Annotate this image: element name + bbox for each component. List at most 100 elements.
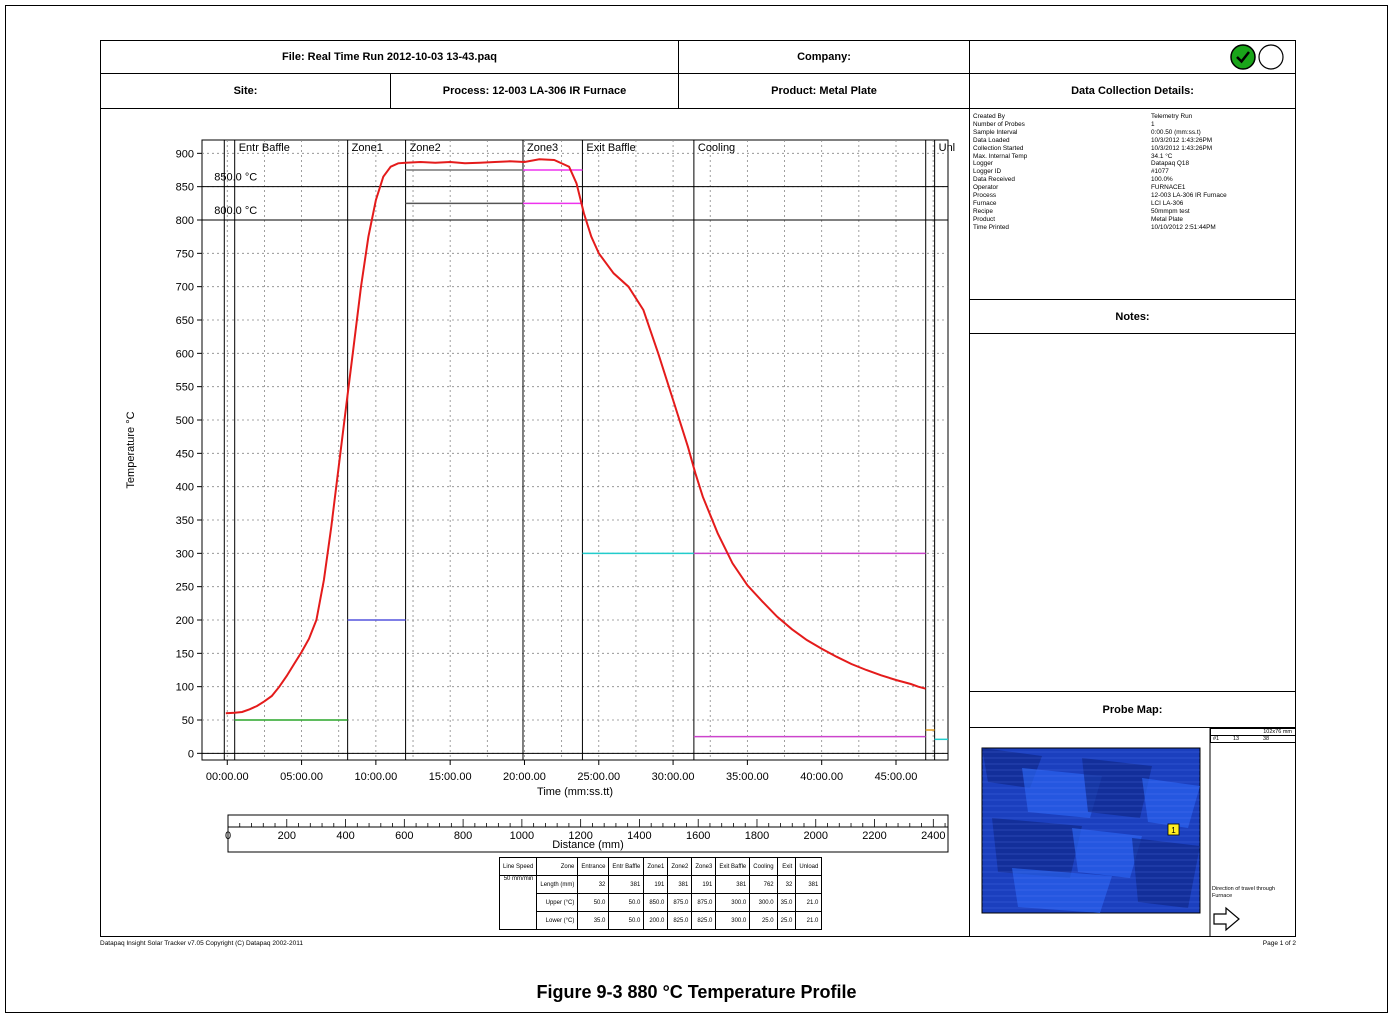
probe-map-texture	[1132, 838, 1200, 908]
probe-marker	[1167, 823, 1180, 836]
zone-table-cell: 381	[795, 875, 823, 894]
status-icons	[1230, 44, 1284, 70]
zone-table-cell: 191	[643, 875, 669, 894]
y-tick-label: 250	[176, 582, 194, 594]
y-tick-label: 200	[176, 615, 194, 627]
zone-table-cell: Lower (°C)	[536, 911, 579, 930]
detail-value: 0:00.50 (mm:ss.t)	[1151, 128, 1201, 136]
plot-area	[201, 139, 949, 761]
distance-tick-label: 1400	[627, 830, 651, 842]
distance-tick-label: 2200	[862, 830, 886, 842]
detail-row: Created By Telemetry Run	[973, 113, 1293, 121]
zone-label: Exit Baffle	[586, 142, 635, 154]
distance-tick-label: 1000	[510, 830, 534, 842]
zone-label: Zone1	[352, 142, 383, 154]
zone-label: Cooling	[698, 142, 735, 154]
zone-table-header-cell: Exit	[776, 857, 797, 876]
product-label: Product: Metal Plate	[771, 85, 877, 97]
distance-tick-label: 600	[395, 830, 413, 842]
zone-table-row: Lower (°C) 35.0 50.0 200.0 825.0 825.0 300.0 25…	[500, 911, 823, 930]
threshold-label: 800.0 °C	[214, 205, 257, 217]
page-frame	[5, 5, 1388, 1013]
arrow-right-icon	[1213, 906, 1240, 932]
zone-table-cell: 50.0	[608, 893, 645, 912]
zone-table-cell: 25.0	[776, 911, 797, 930]
detail-value: 12-003 LA-306 IR Furnace	[1151, 192, 1227, 200]
zone-table-cell: 191	[691, 875, 717, 894]
footer-copyright: Datapaq Insight Solar Tracker v7.05 Copy…	[100, 940, 303, 947]
detail-key: Logger	[973, 160, 993, 168]
zone-table-cell: 200.0	[643, 911, 669, 930]
detail-value: #1077	[1151, 168, 1169, 176]
zone-table-cell: 32	[776, 875, 797, 894]
zone-label: Entr Baffle	[239, 142, 290, 154]
detail-value: 50mmpm test	[1151, 207, 1190, 215]
line-speed-cell: 50 mm/min	[498, 875, 538, 930]
zone-table-row: 50 mm/min Length (mm) 32 381 191 381 191 381 762…	[498, 875, 823, 930]
detail-row: Furnace LCI LA-306	[973, 200, 1293, 208]
footer-page-number: Page 1 of 2	[1262, 940, 1296, 947]
x-tick-label: 10:00.00	[354, 771, 397, 783]
detail-key: Max. Internal Temp	[973, 152, 1028, 160]
probe-marker-label: 1	[1171, 826, 1176, 835]
y-tick-label: 150	[176, 648, 194, 660]
zone-table-header-cell: Line Speed	[498, 857, 538, 876]
threshold-label: 850.0 °C	[214, 172, 257, 184]
distance-tick-label: 0	[225, 830, 231, 842]
detail-value: 34.1 °C	[1151, 152, 1173, 160]
detail-row: Data Received 100.0%	[973, 176, 1293, 184]
detail-row: Recipe 50mmpm test	[973, 208, 1293, 216]
detail-key: Collection Started	[973, 144, 1024, 152]
zone-table-cell: 381	[715, 875, 751, 894]
company-label: Company:	[797, 51, 851, 63]
zone-table-cell: 381	[667, 875, 693, 894]
notes-title: Notes:	[1115, 310, 1150, 323]
y-tick-label: 600	[176, 348, 194, 360]
zone-table-cell: 50.0	[577, 893, 610, 912]
detail-key: Data Loaded	[973, 136, 1010, 144]
detail-value: Datapaq Q18	[1151, 160, 1190, 168]
detail-value: FURNACE1	[1151, 184, 1186, 192]
y-tick-label: 300	[176, 548, 194, 560]
zone-label: Unl	[939, 142, 956, 154]
process-label: Process: 12-003 LA-306 IR Furnace	[442, 85, 627, 97]
zone-table-cell: 35.0	[577, 911, 610, 930]
zone-table-cell: 50.0	[608, 911, 645, 930]
y-tick-label: 550	[176, 382, 194, 394]
y-tick-label: 850	[176, 182, 194, 194]
detail-key: Sample Interval	[973, 128, 1018, 136]
detail-row: Number of Probes 1	[973, 121, 1293, 129]
x-tick-label: 15:00.00	[429, 771, 472, 783]
zone-label: Zone2	[410, 142, 441, 154]
distance-tick-label: 400	[336, 830, 354, 842]
figure-caption: Figure 9-3 880 °C Temperature Profile	[536, 982, 857, 1002]
y-tick-label: 700	[176, 282, 194, 294]
probe-id: #1	[1213, 736, 1220, 742]
zone-table-cell: 300.0	[715, 893, 751, 912]
y-tick-label: 50	[182, 715, 194, 727]
probe-map-texture	[1142, 778, 1200, 828]
zone-label: Zone3	[527, 142, 558, 154]
zone-table-cell: 825.0	[691, 911, 717, 930]
temperature-profile-line	[225, 158, 926, 715]
file-title: File: Real Time Run 2012-10-03 13-43.paq	[282, 51, 497, 63]
zone-table-cell: 762	[749, 875, 778, 894]
site-label: Site:	[233, 85, 258, 97]
y-tick-label: 750	[176, 248, 194, 260]
zone-table-cell: 875.0	[691, 893, 717, 912]
probe-x: 13	[1233, 736, 1240, 742]
zone-table-cell: 32	[577, 875, 610, 894]
data-collection-title: Data Collection Details:	[1071, 85, 1194, 97]
x-tick-label: 35:00.00	[726, 771, 769, 783]
detail-key: Created By	[973, 113, 1005, 120]
y-tick-label: 400	[176, 482, 194, 494]
zone-table-cell: 25.0	[749, 911, 778, 930]
distance-tick-label: 2000	[804, 830, 828, 842]
probe-map-legend: 102x76 mm #1 13 38	[1210, 728, 1296, 743]
x-tick-label: 25:00.00	[577, 771, 620, 783]
distance-tick-label: 1800	[745, 830, 769, 842]
x-tick-label: 20:00.00	[503, 771, 546, 783]
probe-map-texture	[1012, 868, 1112, 913]
check-circle-icon	[1230, 44, 1256, 70]
